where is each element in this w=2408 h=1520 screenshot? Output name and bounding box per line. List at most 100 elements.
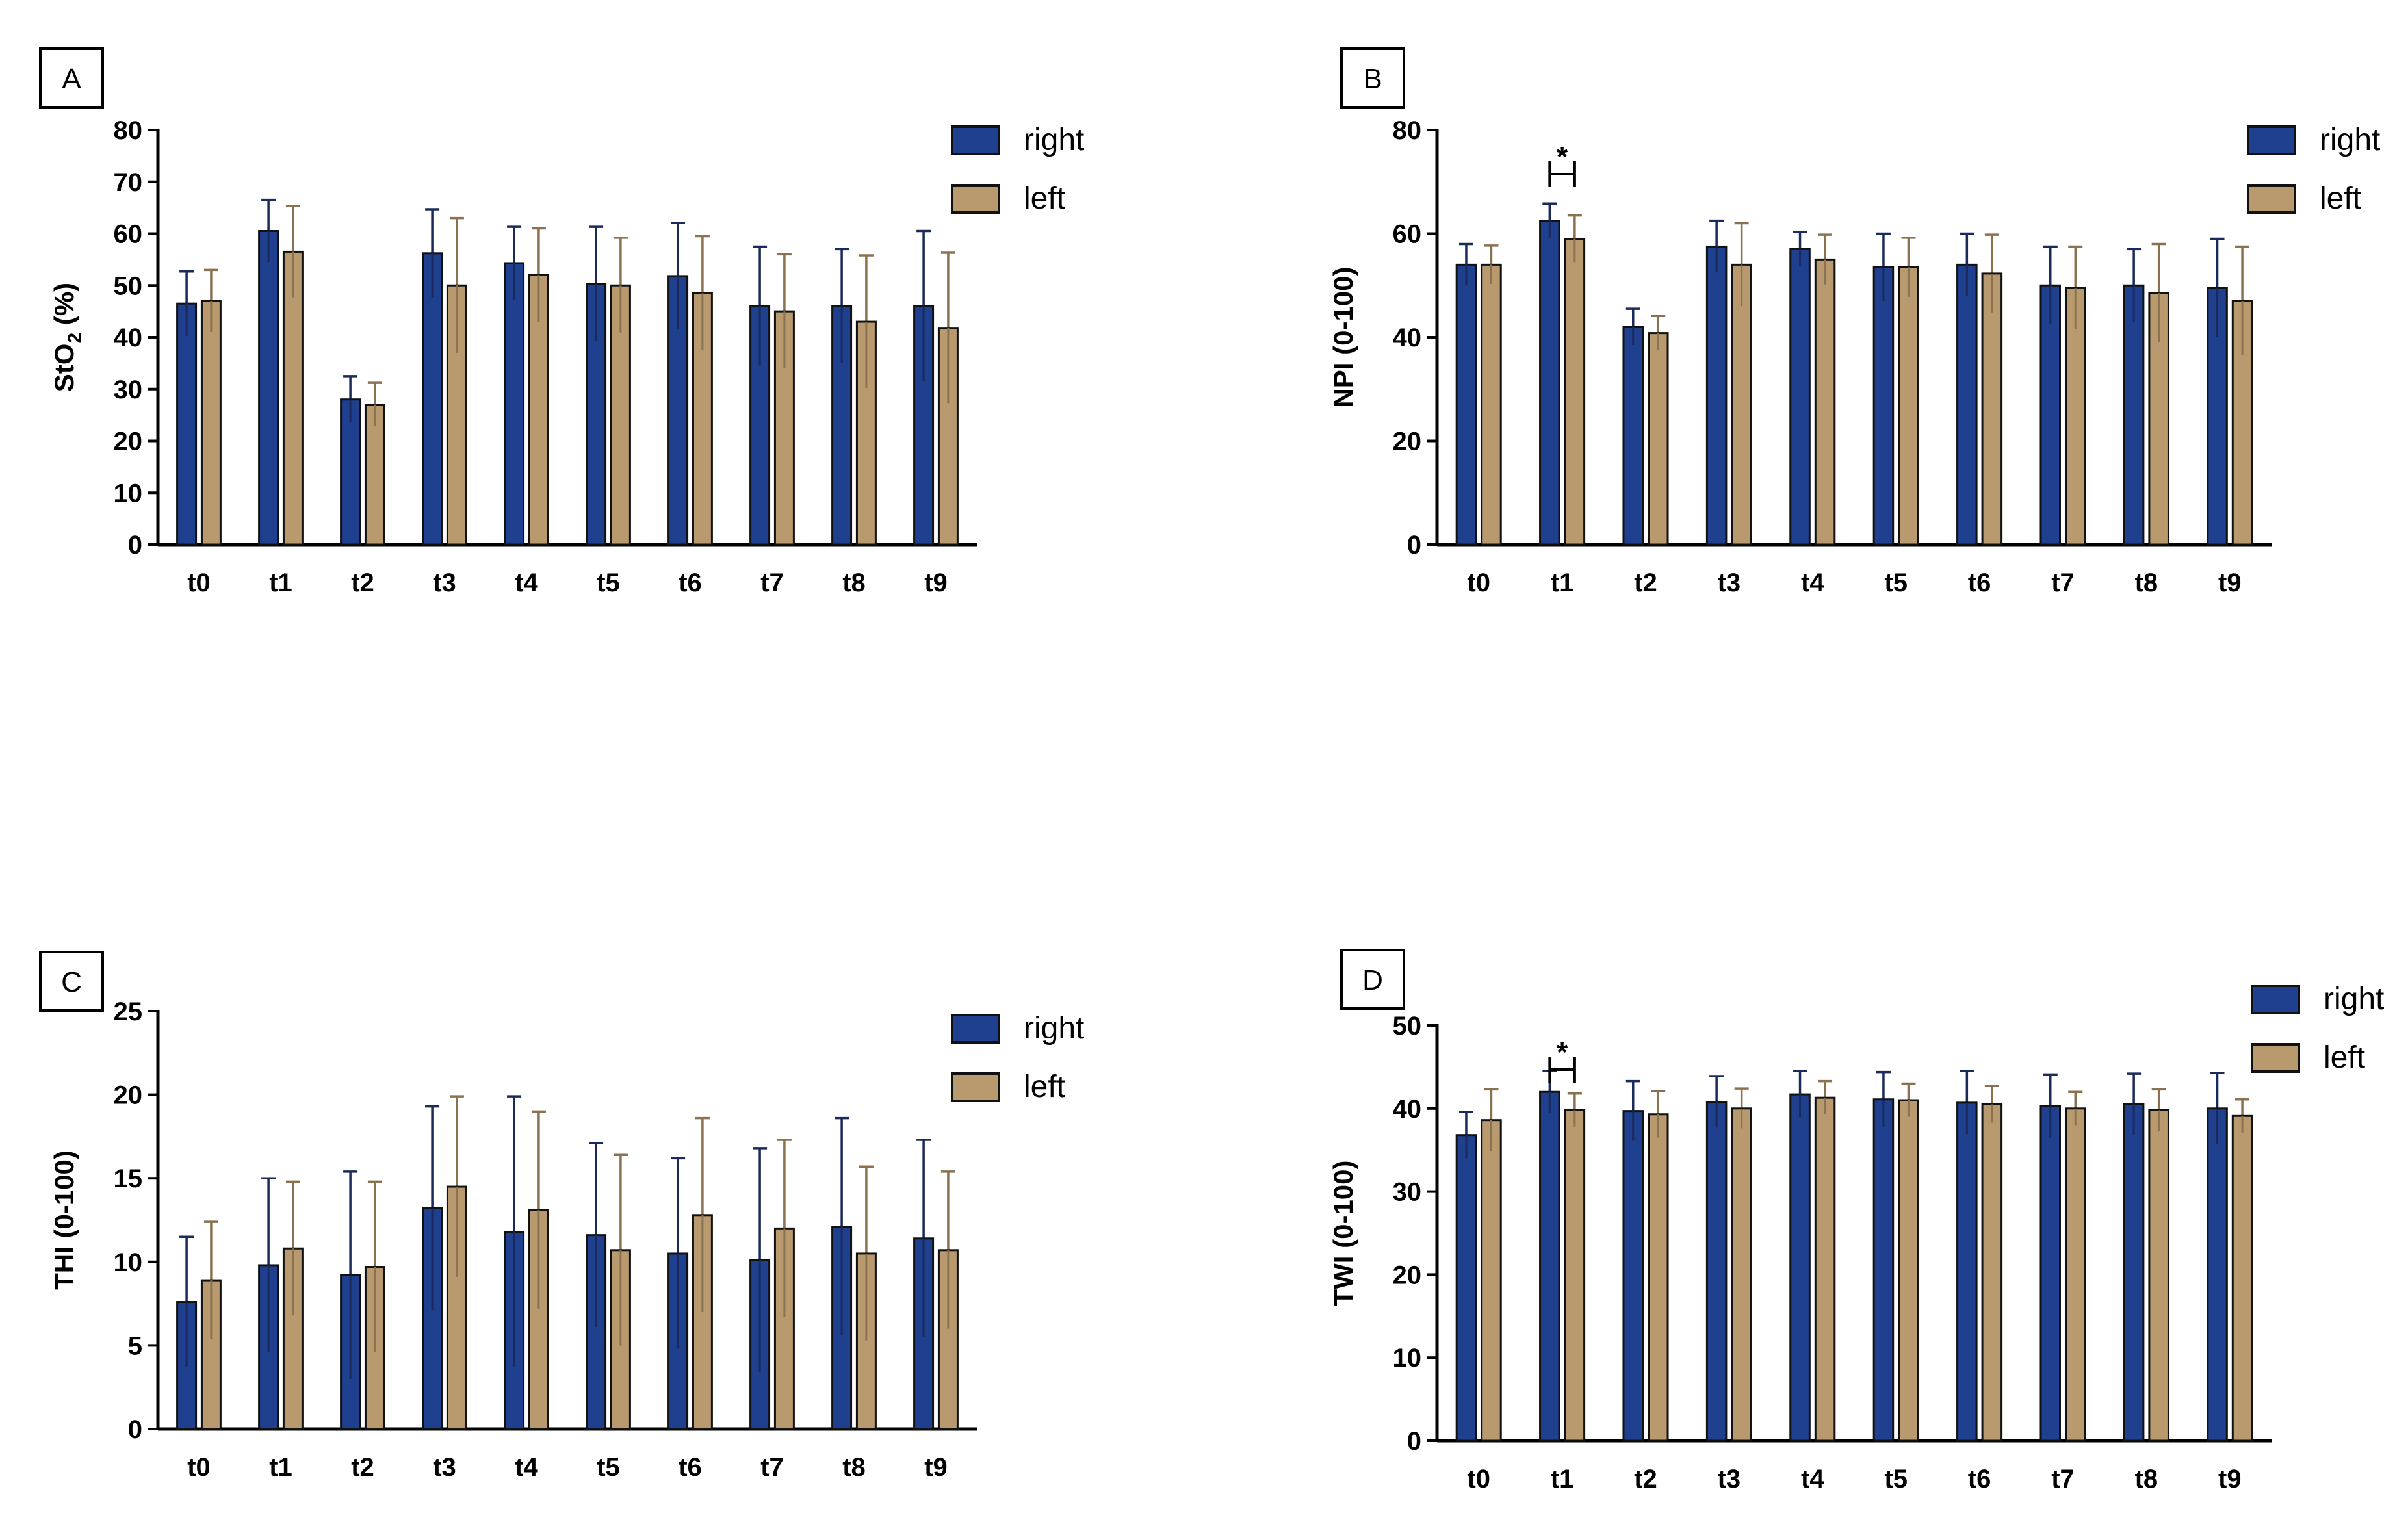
x-tick-label: t0 (1467, 1465, 1490, 1493)
bar-right (2039, 284, 2062, 546)
panel-letter-box (1340, 949, 1405, 1010)
bar-right (2123, 284, 2145, 546)
panel-letter-box (39, 951, 104, 1012)
bar-right (258, 230, 279, 546)
legend-label-right: right (1024, 1011, 1084, 1046)
bar-left (1814, 258, 1836, 546)
x-tick-label: t5 (1884, 569, 1908, 597)
x-tick-label: t0 (1467, 569, 1490, 597)
x-tick-label: t4 (1801, 1465, 1824, 1493)
x-tick-label: t6 (679, 569, 702, 597)
bar-right (1622, 1110, 1644, 1442)
x-tick-label: t3 (433, 569, 456, 597)
panel-d: D 0 10 20 30 40 50 TWI (0-100) t0 t1 t2 t3 t4 t5 t6 t7 t… (1328, 949, 2384, 1493)
x-tick-label: t2 (351, 1453, 374, 1482)
bar-left (1481, 1119, 1502, 1442)
y-tick-label: 20 (114, 428, 143, 456)
legend-label-left: left (2320, 181, 2361, 216)
panel-letter: B (1363, 63, 1382, 95)
panel-letter: C (61, 966, 82, 998)
y-tick-label: 0 (128, 1415, 142, 1444)
legend-swatch-right (2251, 985, 2300, 1014)
x-tick-label: t0 (187, 1453, 211, 1482)
x-tick-label: t1 (269, 569, 292, 597)
legend-swatch-left (951, 184, 1000, 214)
legend-label-right: right (2324, 982, 2384, 1016)
bar-left (2148, 1109, 2169, 1442)
panel-letter-box (39, 47, 104, 109)
bar-left (1564, 237, 1586, 546)
bar-left (1731, 1107, 1752, 1442)
x-tick-label: t4 (515, 569, 538, 597)
bar-right (340, 398, 361, 546)
bar-right (1705, 245, 1728, 546)
x-tick-label: t2 (1634, 1465, 1657, 1493)
bar-right (2123, 1103, 2145, 1442)
x-tick-label: t3 (1718, 1465, 1741, 1493)
x-tick-label: t7 (2051, 569, 2075, 597)
x-tick-label: t8 (842, 1453, 866, 1482)
x-tick-label: t9 (924, 569, 948, 597)
y-tick-label: 60 (1393, 220, 1422, 249)
bar-right (176, 302, 198, 546)
y-tick-label: 5 (128, 1332, 142, 1360)
legend-label-left: left (2324, 1040, 2365, 1075)
x-tick-label: t8 (842, 569, 866, 597)
panel-letter-box (1340, 47, 1405, 109)
y-tick-label: 10 (1393, 1344, 1422, 1372)
x-tick-label: t0 (187, 569, 211, 597)
y-tick-label: 20 (1393, 1261, 1422, 1289)
bar-right (1455, 263, 1477, 546)
panel-c: C 0 5 10 15 20 25 THI (0-100) t0 t1 t2 t3 t4 t5 t6 t7 t8… (39, 951, 1084, 1482)
y-tick-label: 30 (1393, 1178, 1422, 1207)
x-tick-label: t6 (679, 1453, 702, 1482)
bar-right (1872, 266, 1895, 546)
x-tick-label: t9 (2218, 569, 2242, 597)
bar-right (1789, 1093, 1811, 1442)
bar-right (1622, 326, 1644, 546)
x-tick-label: t5 (597, 1453, 620, 1482)
y-tick-label: 0 (128, 531, 142, 560)
y-tick-label: 80 (114, 116, 143, 145)
x-tick-label: t2 (1634, 569, 1657, 597)
y-tick-label: 10 (114, 479, 143, 508)
x-tick-label: t3 (433, 1453, 456, 1482)
legend-label-left: left (1024, 181, 1065, 216)
bar-right (2207, 1107, 2228, 1442)
x-tick-label: t1 (1551, 1465, 1574, 1493)
y-tick-label: 0 (1407, 1427, 1421, 1456)
y-tick-label: 20 (114, 1081, 143, 1110)
y-axis-title: TWI (0-100) (1328, 1160, 1358, 1306)
y-tick-label: 0 (1407, 531, 1421, 560)
bar-left (1731, 263, 1752, 546)
x-tick-label: t5 (597, 569, 620, 597)
y-tick-label: 10 (114, 1248, 143, 1277)
bar-left (1814, 1096, 1836, 1442)
bar-right (2039, 1105, 2062, 1442)
y-tick-label: 40 (1393, 324, 1422, 352)
y-tick-label: 50 (1393, 1012, 1422, 1040)
x-tick-label: t2 (351, 569, 374, 597)
significance-star: * (1557, 1037, 1568, 1068)
legend-swatch-left (2251, 1043, 2300, 1073)
x-tick-label: t4 (1801, 569, 1824, 597)
y-axis-title: THI (0-100) (49, 1150, 79, 1290)
bar-left (1564, 1109, 1586, 1442)
bar-right (1956, 1101, 1978, 1442)
legend-label-left: left (1024, 1070, 1065, 1104)
bar-right (1539, 220, 1560, 546)
panel-b: B 0 20 40 60 80 NPI (0-100) t0 t1 t2 t3 t4 t5 t6 t7 t8 t… (1328, 47, 2380, 597)
bar-left (1898, 266, 1919, 546)
x-tick-label: t1 (269, 1453, 292, 1482)
bar-right (1872, 1098, 1895, 1442)
bar-left (1981, 272, 2003, 546)
bar-left (200, 300, 222, 546)
legend-swatch-right (951, 1014, 1000, 1044)
bar-left (1898, 1099, 1919, 1442)
y-tick-label: 60 (114, 220, 143, 249)
bar-right (504, 262, 525, 546)
bar-left (2231, 1114, 2253, 1442)
bar-left (2064, 1107, 2086, 1442)
x-tick-label: t9 (2218, 1465, 2242, 1493)
